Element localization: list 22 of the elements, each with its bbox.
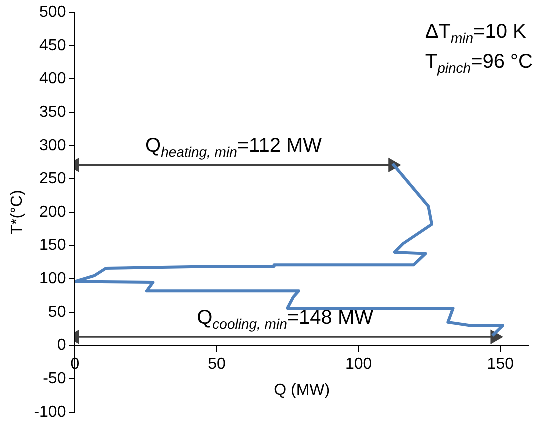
y-tick-label: 100: [40, 270, 66, 288]
y-tick-label: 0: [57, 337, 66, 354]
x-tick-label: 50: [208, 356, 226, 373]
y-axis-title: T*(°C): [9, 190, 26, 235]
x-tick-label: 100: [345, 356, 372, 373]
y-tick-label: 350: [40, 104, 66, 121]
y-tick-label: -100: [34, 404, 66, 421]
y-tick-label: 450: [40, 37, 66, 54]
y-tick-label: 500: [40, 4, 66, 22]
y-tick-label: -50: [43, 370, 66, 388]
series-label: Q$_{cooling, min}$=148 MW: [197, 306, 374, 334]
x-axis-title: Q (MW): [274, 382, 330, 399]
y-tick-label: 300: [40, 137, 66, 154]
y-tick-label: 200: [40, 204, 66, 221]
y-tick-label: 250: [40, 170, 66, 188]
y-tick-label: 150: [40, 237, 66, 254]
annotation: T$_{pinch}$=96 °C: [425, 50, 533, 78]
y-tick-label: 400: [40, 70, 66, 88]
x-tick-label: 150: [487, 356, 514, 373]
y-tick-label: 50: [48, 304, 66, 321]
series-label: Q$_{heating, min}$=112 MW: [146, 134, 322, 162]
annotation: ΔT$_{min}$=10 K: [425, 20, 528, 48]
